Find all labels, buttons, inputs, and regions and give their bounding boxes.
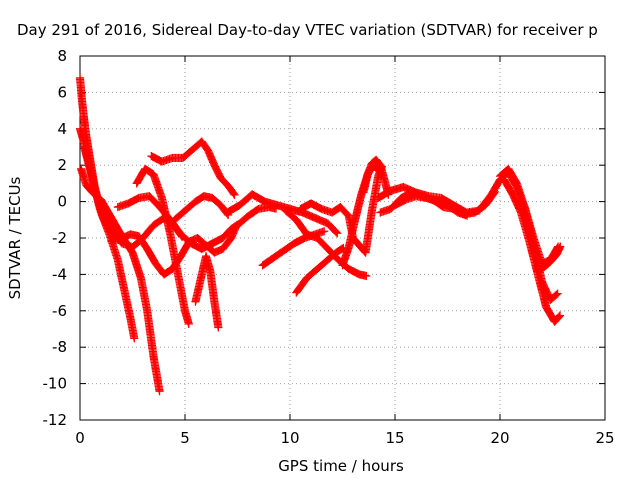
series-marks xyxy=(359,155,393,199)
series-marks xyxy=(292,243,348,297)
x-tick-label: 0 xyxy=(75,429,85,447)
x-tick-label: 25 xyxy=(595,429,614,447)
series-marks xyxy=(533,242,565,275)
series-marks xyxy=(390,192,472,220)
x-tick-label: 20 xyxy=(490,429,509,447)
series-marks xyxy=(147,137,239,199)
series-arc-15 xyxy=(296,162,386,257)
y-tick-label: -2 xyxy=(52,229,67,247)
y-tick-label: -6 xyxy=(52,302,67,320)
y-tick-label: 2 xyxy=(57,156,67,174)
series-marks xyxy=(170,192,233,224)
series-marks xyxy=(281,206,371,280)
series-arc-3 xyxy=(77,164,164,396)
series-arc-23 xyxy=(533,242,565,275)
series-arc-9 xyxy=(170,192,233,224)
y-tick-label: -4 xyxy=(52,265,67,283)
x-axis-label: GPS time / hours xyxy=(278,457,404,475)
y-tick-label: 8 xyxy=(57,47,67,65)
series-arc-7 xyxy=(132,164,193,328)
y-tick-label: -10 xyxy=(43,375,68,393)
series-marks xyxy=(191,252,223,332)
y-tick-label: -12 xyxy=(43,411,68,429)
y-tick-label: 0 xyxy=(57,193,67,211)
y-tick-label: 4 xyxy=(57,120,67,138)
y-tick-label: -8 xyxy=(52,338,67,356)
grid-layer xyxy=(80,56,605,420)
x-tick-label: 10 xyxy=(280,429,299,447)
series-arc-10 xyxy=(191,252,223,332)
x-tick-label: 15 xyxy=(385,429,404,447)
series-arc-22 xyxy=(500,175,565,326)
series-marks xyxy=(296,162,386,257)
series-marks xyxy=(77,164,164,396)
series-arc-20 xyxy=(390,192,472,220)
series-arc-17 xyxy=(359,155,393,199)
series-arc-14 xyxy=(292,243,348,297)
series-marks xyxy=(132,164,193,328)
data-marks xyxy=(75,73,565,396)
series-arc-5 xyxy=(107,220,241,279)
x-tick-label: 5 xyxy=(180,429,190,447)
series-marks xyxy=(107,220,241,279)
y-tick-label: 6 xyxy=(57,83,67,101)
series-arc-13 xyxy=(281,206,371,280)
series-marks xyxy=(500,175,565,326)
y-axis-label: SDTVAR / TECUs xyxy=(6,176,24,299)
chart-title: Day 291 of 2016, Sidereal Day-to-day VTE… xyxy=(17,21,598,39)
series-arc-8 xyxy=(147,137,239,199)
